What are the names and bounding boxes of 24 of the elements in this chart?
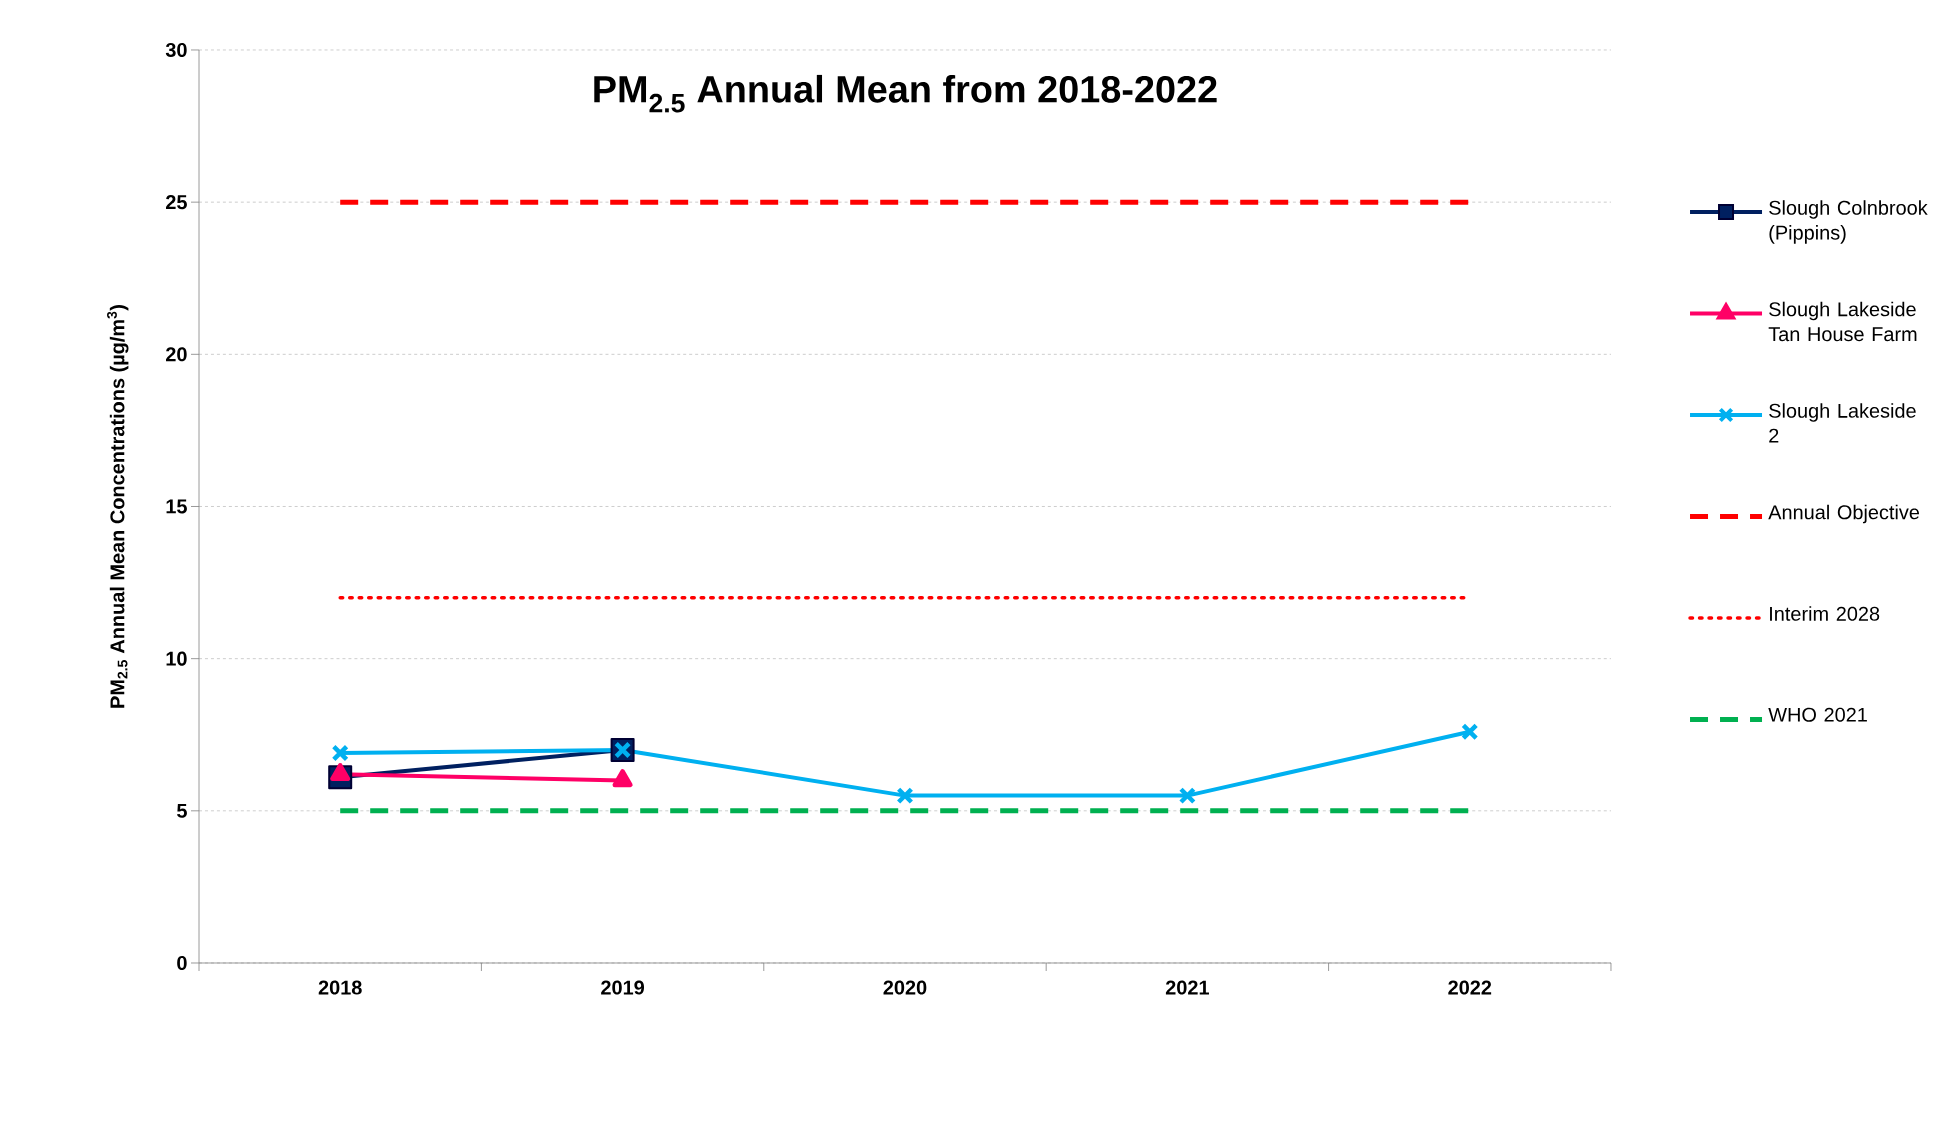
x-tick-label: 2022 bbox=[1448, 980, 1492, 995]
y-tick-label: 15 bbox=[166, 499, 187, 514]
x-tick-label: 2019 bbox=[601, 980, 645, 995]
x-tick-label: 2018 bbox=[318, 980, 362, 995]
legend-label: WHO 2021 bbox=[1768, 707, 1867, 722]
y-tick-label: 30 bbox=[165, 42, 187, 58]
y-tick-label: 0 bbox=[177, 955, 187, 971]
point bbox=[896, 787, 914, 805]
y-tick-label: 25 bbox=[166, 195, 187, 210]
point bbox=[1178, 787, 1196, 805]
y-axis-title: PM$_{2.5}$ Annual Mean Concentrations (µg/m$^{3}$) bbox=[107, 305, 129, 708]
text: PM$_{2.5}$ Annual Mean from 2018-2022 bbox=[594, 74, 1217, 113]
y-tick-label: 10 bbox=[166, 651, 187, 666]
x-tick-label: 2020 bbox=[883, 980, 927, 995]
point bbox=[1461, 723, 1479, 741]
legend-label: Interim 2028 bbox=[1770, 606, 1880, 621]
legend-label: Annual Objective bbox=[1768, 504, 1920, 524]
point bbox=[331, 744, 349, 762]
legend-label: Slough Colnbrook (Pippins) bbox=[1769, 200, 1928, 244]
legend-label: Slough Lakeside 2 bbox=[1769, 403, 1916, 443]
legend-label: Slough Lakeside Tan House Farm bbox=[1768, 301, 1917, 342]
x-tick-label: 2021 bbox=[1165, 980, 1209, 995]
y-tick-label: 5 bbox=[177, 803, 187, 818]
y-tick-label: 20 bbox=[166, 347, 187, 362]
